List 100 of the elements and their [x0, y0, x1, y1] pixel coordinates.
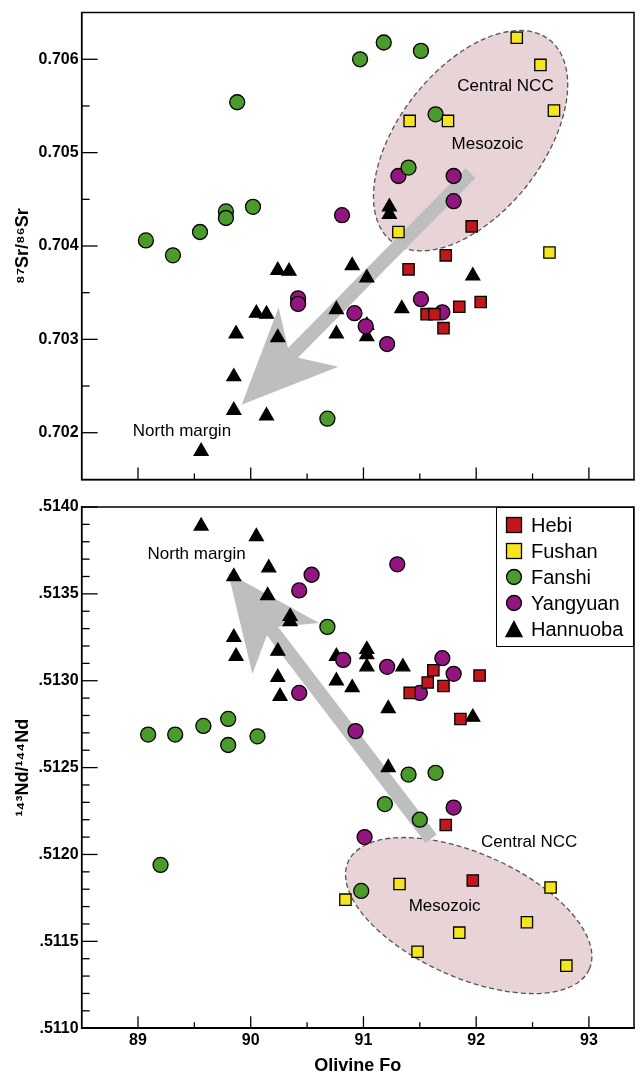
point: [452, 926, 466, 939]
point: [560, 959, 573, 972]
y-tick-label: 0.703: [38, 329, 79, 347]
point: [346, 305, 363, 322]
point: [400, 159, 417, 176]
point: [403, 686, 416, 700]
point: [226, 401, 242, 415]
legend-label: Hannuoba: [531, 617, 624, 642]
point: [351, 51, 369, 68]
point: [270, 668, 286, 682]
point: [344, 256, 360, 271]
y-tick-label: .5125: [38, 758, 79, 776]
point: [220, 710, 237, 728]
point: [270, 642, 286, 656]
point: [412, 42, 430, 60]
point: [452, 300, 466, 313]
point: [428, 307, 441, 321]
point: [375, 34, 392, 51]
point: [412, 291, 430, 308]
x-tick-label: 92: [467, 1031, 486, 1049]
point: [191, 223, 209, 241]
point: [465, 220, 478, 233]
point: [137, 232, 155, 249]
point: [193, 442, 209, 457]
point: [226, 567, 242, 582]
point: [328, 672, 344, 686]
point: [260, 586, 276, 601]
point: [445, 665, 462, 682]
point: [434, 650, 451, 667]
point: [454, 712, 467, 726]
annotation: Central NCC: [480, 831, 578, 851]
y-tick-label: 0.706: [38, 49, 79, 67]
x-tick-label: 90: [241, 1031, 260, 1049]
point: [400, 766, 417, 783]
point: [445, 167, 462, 185]
point: [226, 628, 242, 642]
point: [347, 722, 364, 740]
point: [466, 874, 480, 887]
point: [359, 658, 375, 672]
point: [258, 407, 275, 421]
point: [328, 325, 344, 339]
y-tick-label: .5140: [38, 497, 79, 515]
y-tick-label: 0.702: [38, 423, 79, 441]
point: [520, 915, 534, 929]
legend-label: Hebi: [531, 513, 573, 538]
point: [167, 726, 184, 743]
point: [439, 249, 453, 262]
point: [427, 106, 444, 123]
point: [328, 300, 344, 315]
point: [229, 94, 246, 111]
point: [547, 104, 561, 117]
point: [244, 198, 262, 215]
point: [445, 799, 462, 816]
legend-label: Yangyuan: [531, 591, 620, 616]
point: [544, 881, 557, 894]
point: [195, 717, 212, 735]
point: [441, 114, 455, 128]
point: [291, 684, 308, 702]
point: [474, 295, 487, 309]
x-tick-label: 91: [354, 1031, 373, 1049]
point: [357, 318, 374, 335]
point: [339, 893, 352, 906]
y-tick-label: 0.704: [38, 236, 79, 254]
point: [217, 209, 235, 227]
point: [356, 828, 373, 846]
annotation: Mesozoic: [451, 133, 524, 153]
x-tick-label: 93: [580, 1031, 598, 1049]
point: [359, 269, 375, 283]
annotation: North margin: [147, 543, 246, 563]
x-axis-title: Olivine Fo: [314, 1055, 402, 1076]
point: [270, 328, 286, 343]
y-axis-title: ¹⁴³Nd/¹⁴⁴Nd: [11, 718, 32, 817]
point: [395, 658, 411, 672]
point: [403, 114, 416, 128]
y-tick-label: .5120: [38, 844, 79, 862]
point: [378, 658, 396, 675]
point: [258, 305, 275, 319]
point: [437, 321, 450, 335]
point: [394, 299, 410, 314]
point: [164, 247, 182, 264]
point: [228, 325, 244, 339]
point: [510, 31, 524, 45]
point: [439, 818, 453, 832]
y-tick-label: 0.705: [38, 143, 79, 161]
x-tick-label: 89: [129, 1031, 147, 1049]
point: [248, 527, 264, 542]
annotation: Central NCC: [457, 76, 554, 96]
point: [411, 945, 424, 959]
point: [248, 304, 264, 318]
point: [465, 267, 481, 281]
point: [193, 517, 209, 531]
y-tick-label: .5135: [38, 584, 79, 602]
point: [378, 335, 396, 353]
point: [344, 679, 360, 693]
point: [392, 225, 405, 239]
point: [473, 669, 486, 682]
point: [228, 647, 244, 662]
point: [393, 877, 406, 891]
legend-label: Fanshi: [531, 565, 592, 590]
point: [303, 566, 320, 583]
